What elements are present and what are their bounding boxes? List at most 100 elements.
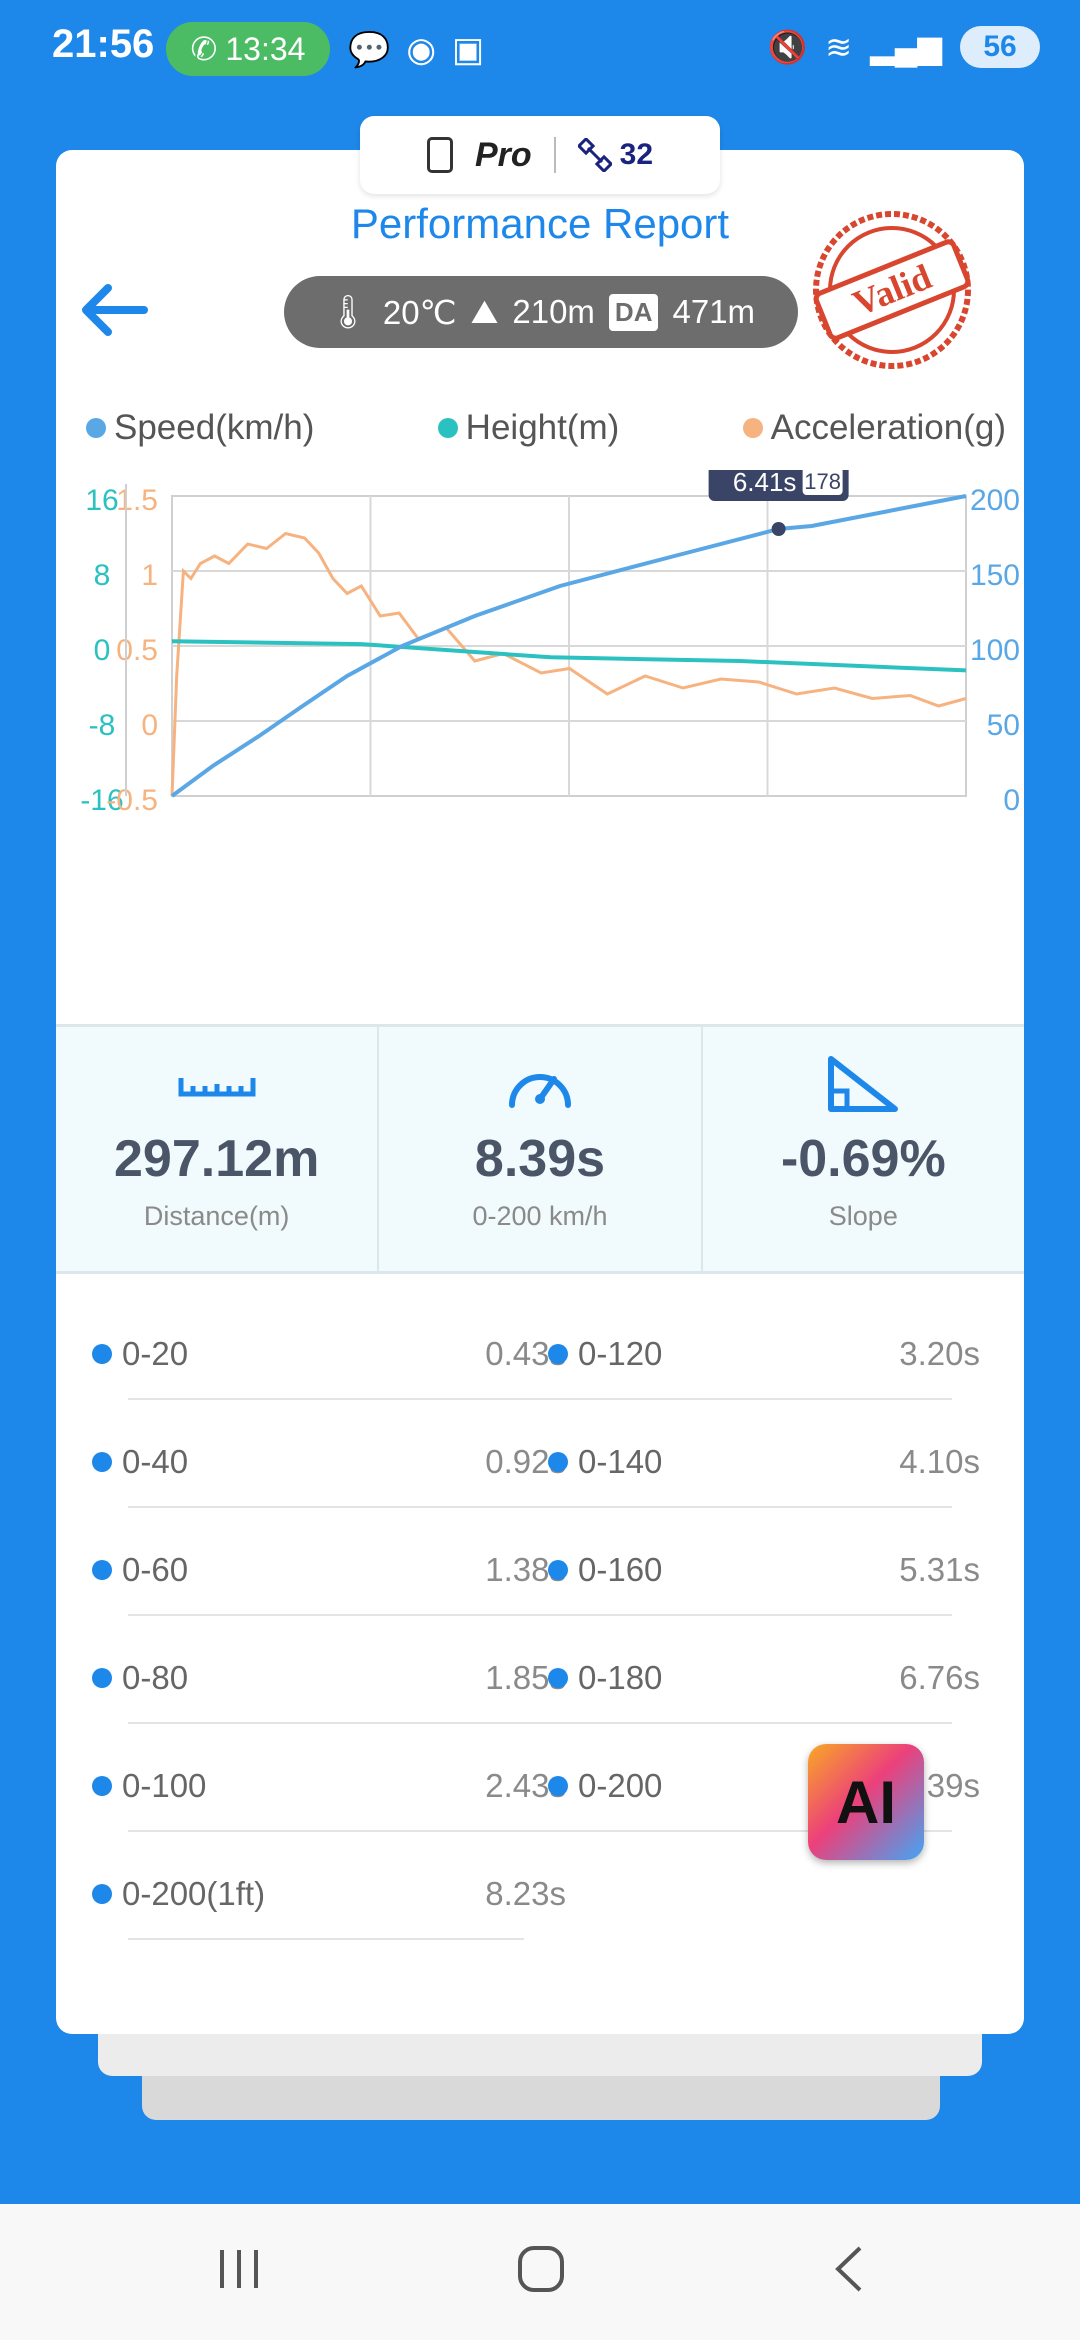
- split-row: 0-20: [92, 1300, 188, 1408]
- split-time: 8.23s: [485, 1875, 566, 1912]
- split-time: 0.92s: [485, 1443, 566, 1480]
- mode-label: Pro: [474, 135, 532, 174]
- split-time: 1.38s: [485, 1551, 566, 1588]
- signal-icon: ▂▄▆: [870, 29, 942, 65]
- stat-time-value: 8.39s: [474, 1130, 606, 1188]
- acceleration-axis-tick: 0.5: [116, 634, 158, 667]
- height-axis-tick: 8: [94, 559, 111, 592]
- screenshot-icon: ▣: [452, 31, 485, 69]
- stat-time: 8.39s 0-200 km/h: [379, 1027, 703, 1271]
- row-divider: [128, 1830, 952, 1832]
- bullet-dot: [548, 1560, 568, 1580]
- stat-distance-value: 297.12m: [114, 1130, 320, 1188]
- split-time: 2.43s: [485, 1767, 566, 1804]
- speed-axis-tick: 0: [1003, 784, 1020, 817]
- bullet-dot: [548, 1776, 568, 1796]
- speed-axis-tick: 150: [970, 559, 1020, 592]
- ai-assistant-button[interactable]: AI: [808, 1744, 924, 1860]
- back-nav-svg: [835, 2246, 862, 2292]
- valid-stamp: Valid: [813, 211, 971, 369]
- report-card: Performance Report 🌡 20℃ ⛰ 210m DA 471m …: [56, 150, 1024, 2034]
- mode-tab[interactable]: Pro 32: [360, 116, 720, 194]
- call-duration: 13:34: [225, 30, 306, 67]
- height-axis-tick: 0: [94, 634, 111, 667]
- legend-speed[interactable]: Speed(km/h): [86, 408, 314, 448]
- home-icon[interactable]: [516, 2244, 566, 2306]
- height-series-line: [171, 639, 967, 673]
- legend-height[interactable]: Height(m): [437, 408, 620, 448]
- environment-pill: 🌡 20℃ ⛰ 210m DA 471m: [284, 276, 798, 348]
- bullet-dot: [92, 1560, 112, 1580]
- status-bar: 21:56 ✆ 13:34 💬 ◉ ▣ 🔇 ≋ ▂▄▆ 56: [0, 0, 1080, 100]
- height-axis-tick: 16: [85, 484, 118, 517]
- split-label: 0-140: [578, 1443, 663, 1480]
- row-divider: [128, 1722, 952, 1724]
- acceleration-axis-tick: 1.5: [116, 484, 158, 517]
- system-icons: 🔇 ≋ ▂▄▆ 56: [767, 26, 1040, 68]
- height-axis-tick: -8: [89, 709, 116, 742]
- bullet-dot: [92, 1668, 112, 1688]
- legend-height-label: Height(m): [465, 408, 620, 447]
- thermometer-icon: 🌡: [326, 292, 369, 330]
- legend-height-dot: [437, 418, 458, 438]
- height-axis-tick: -16: [80, 784, 123, 817]
- split-time: 4.10s: [899, 1443, 980, 1480]
- legend-acceleration-label: Acceleration(g): [770, 408, 1006, 447]
- split-label: 0-20: [122, 1335, 189, 1372]
- bullet-dot: [548, 1344, 568, 1364]
- split-row: 0-80: [92, 1624, 188, 1732]
- messenger-icon: ◉: [406, 31, 437, 69]
- satellite-icon: [577, 138, 612, 172]
- split-label: 0-80: [122, 1659, 189, 1696]
- split-label: 0-160: [578, 1551, 663, 1588]
- stat-time-label: 0-200 km/h: [472, 1201, 608, 1231]
- tooltip-badge-bg: [802, 470, 843, 495]
- split-row: 0-140: [548, 1408, 662, 1516]
- temperature-value: 20℃: [382, 293, 457, 331]
- split-time: 5.31s: [899, 1551, 980, 1588]
- legend-acceleration-dot: [742, 418, 763, 438]
- satellite-count-value: 32: [619, 138, 654, 171]
- bullet-dot: [548, 1668, 568, 1688]
- row-divider: [128, 1506, 952, 1508]
- ongoing-call-pill[interactable]: ✆ 13:34: [166, 22, 330, 76]
- tooltip-badge: 178: [804, 470, 841, 494]
- back-arrow-icon[interactable]: [76, 280, 148, 351]
- split-row: 0-180: [548, 1624, 662, 1732]
- split-label: 0-100: [122, 1767, 207, 1804]
- back-nav-icon[interactable]: [826, 2244, 876, 2306]
- summary-stats: 297.12m Distance(m) 8.39s 0-200 km/h: [56, 1024, 1024, 1274]
- tab-separator: [553, 137, 556, 173]
- bullet-dot: [548, 1452, 568, 1472]
- slope-icon: [828, 1056, 899, 1112]
- page-title: Performance Report: [350, 200, 730, 247]
- status-time: 21:56: [52, 22, 155, 66]
- acceleration-axis-tick: 0: [141, 709, 158, 742]
- legend-speed-dot: [86, 418, 106, 438]
- mute-icon: 🔇: [767, 29, 808, 65]
- split-label: 0-120: [578, 1335, 663, 1372]
- split-time: 6.76s: [899, 1659, 980, 1696]
- tooltip-time: 6.41s: [733, 470, 797, 497]
- split-row: 0-200: [548, 1732, 662, 1840]
- recent-apps-icon[interactable]: [214, 2244, 264, 2306]
- split-label: 0-200(1ft): [122, 1875, 266, 1912]
- bullet-dot: [92, 1344, 112, 1364]
- acceleration-axis-tick: -0.5: [106, 784, 158, 817]
- acceleration-axis-tick: 1: [141, 559, 158, 592]
- back-arrow-svg: [82, 284, 148, 336]
- bullet-dot: [92, 1884, 112, 1904]
- chat-icon: 💬: [348, 31, 391, 69]
- row-divider: [128, 1938, 524, 1940]
- split-time: 1.85s: [485, 1659, 566, 1696]
- legend-acceleration[interactable]: Acceleration(g): [742, 408, 1006, 448]
- speed-axis-tick: 100: [970, 634, 1020, 667]
- split-label: 0-40: [122, 1443, 189, 1480]
- split-row: 0-160: [548, 1516, 662, 1624]
- ruler-icon: [178, 1078, 256, 1097]
- speed-axis-tick: 50: [987, 709, 1020, 742]
- battery-indicator: 56: [960, 26, 1040, 68]
- stat-slope: -0.69% Slope: [703, 1027, 1024, 1271]
- system-nav-bar: [0, 2204, 1080, 2340]
